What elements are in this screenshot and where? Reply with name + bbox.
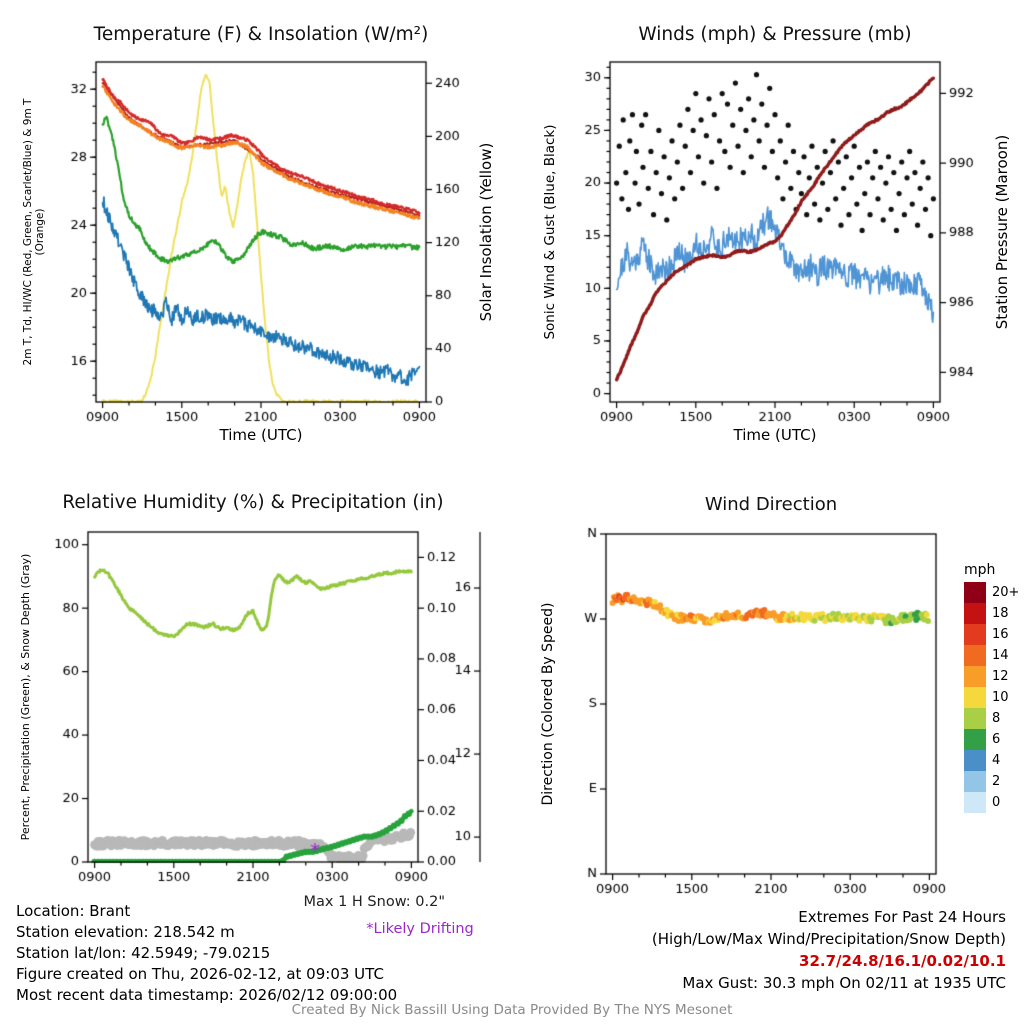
- left-y-axis-label: Sonic Wind & Gust (Blue, Black): [542, 124, 558, 340]
- colorbar-label: 16: [992, 627, 1009, 642]
- extremes-values: 32.7/24.8/16.1/0.02/10.1: [799, 952, 1006, 970]
- max-gust-line: Max Gust: 30.3 mph On 02/11 at 1935 UTC: [682, 974, 1006, 992]
- colorbar-swatch: [964, 582, 986, 603]
- colorbar-title: mph: [964, 562, 996, 578]
- colorbar-label: 10: [992, 690, 1009, 705]
- temperature-insolation-chart: Temperature (F) & Insolation (W/m²) Time…: [8, 14, 504, 460]
- right-y-axis-label: Solar Insolation (Yellow): [477, 142, 495, 322]
- colorbar-swatch: [964, 624, 986, 645]
- wind-direction-canvas: [518, 486, 1024, 906]
- winds-pressure-canvas: [520, 14, 1020, 460]
- colorbar-swatch: [964, 750, 986, 771]
- colorbar-entry: 16: [964, 624, 1019, 645]
- colorbar-swatch: [964, 645, 986, 666]
- left-y-axis-label: Percent, Precipitation (Green), & Snow D…: [19, 553, 32, 841]
- colorbar-swatch: [964, 729, 986, 750]
- wind-direction-chart: Wind Direction Direction (Colored By Spe…: [518, 486, 1024, 906]
- humidity-precipitation-chart: Relative Humidity (%) & Precipitation (i…: [6, 486, 518, 886]
- colorbar-entry: 8: [964, 708, 1019, 729]
- right-y-axis-label: Station Pressure (Maroon): [993, 134, 1011, 330]
- colorbar-entry: 12: [964, 666, 1019, 687]
- temperature-insolation-canvas: [8, 14, 504, 460]
- colorbar-label: 2: [992, 774, 1001, 789]
- max-snow-note: Max 1 H Snow: 0.2": [303, 894, 446, 910]
- footer-created: Figure created on Thu, 2026-02-12, at 09…: [16, 965, 384, 983]
- winds-pressure-chart: Winds (mph) & Pressure (mb) Time (UTC) S…: [520, 14, 1020, 460]
- footer-location: Location: Brant: [16, 902, 131, 920]
- colorbar-swatches: 20+ 18 16 14 12 10 8 6 4 2 0: [964, 582, 1019, 813]
- humidity-precipitation-canvas: [6, 486, 518, 886]
- extremes-block: Extremes For Past 24 Hours (High/Low/Max…: [560, 906, 1006, 994]
- left-y-axis-label: 2m T, Td, HI/WC (Red, Green, Scarlet/Blu…: [22, 98, 46, 366]
- colorbar-swatch: [964, 708, 986, 729]
- colorbar-entry: 10: [964, 687, 1019, 708]
- footer-latlon: Station lat/lon: 42.5949; -79.0215: [16, 944, 271, 962]
- extremes-title: Extremes For Past 24 Hours: [798, 908, 1006, 926]
- colorbar-label: 4: [992, 753, 1001, 768]
- colorbar-swatch: [964, 687, 986, 708]
- credit-line: Created By Nick Bassill Using Data Provi…: [291, 1002, 733, 1018]
- colorbar-label: 0: [992, 795, 1001, 810]
- colorbar-label: 12: [992, 669, 1009, 684]
- likely-drifting-note: *Likely Drifting: [366, 921, 474, 937]
- colorbar-label: 18: [992, 606, 1009, 621]
- colorbar-entry: 4: [964, 750, 1019, 771]
- colorbar-swatch: [964, 792, 986, 813]
- colorbar-entry: 6: [964, 729, 1019, 750]
- speed-colorbar: mph 20+ 18 16 14 12 10 8 6 4 2 0: [964, 562, 1019, 813]
- colorbar-swatch: [964, 666, 986, 687]
- x-axis-label: Time (UTC): [733, 426, 817, 444]
- colorbar-entry: 14: [964, 645, 1019, 666]
- x-axis-label: Time (UTC): [219, 426, 303, 444]
- colorbar-label: 14: [992, 648, 1009, 663]
- colorbar-label: 20+: [992, 585, 1020, 600]
- colorbar-entry: 2: [964, 771, 1019, 792]
- footer-elevation: Station elevation: 218.542 m: [16, 923, 235, 941]
- colorbar-label: 8: [992, 711, 1001, 726]
- extremes-subtitle: (High/Low/Max Wind/Precipitation/Snow De…: [651, 930, 1006, 948]
- colorbar-label: 6: [992, 732, 1001, 747]
- colorbar-swatch: [964, 603, 986, 624]
- left-y-axis-label: Direction (Colored By Speed): [540, 602, 556, 806]
- footer-timestamp: Most recent data timestamp: 2026/02/12 0…: [16, 986, 398, 1004]
- colorbar-entry: 18: [964, 603, 1019, 624]
- colorbar-swatch: [964, 771, 986, 792]
- colorbar-entry: 20+: [964, 582, 1019, 603]
- colorbar-entry: 0: [964, 792, 1019, 813]
